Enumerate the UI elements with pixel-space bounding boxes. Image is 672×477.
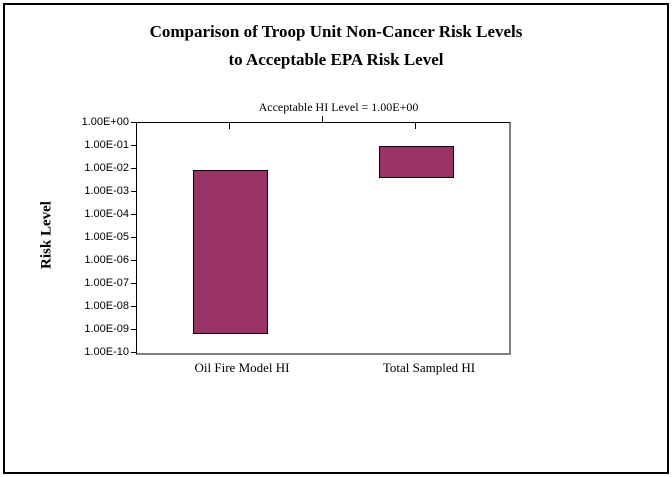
bar-oil-fire-model-hi	[192, 170, 268, 334]
y-tick-mark	[131, 352, 137, 353]
bar-total-sampled-hi	[378, 146, 454, 179]
y-tick-label: 1.00E-07	[84, 277, 129, 289]
x-category-label: Total Sampled HI	[382, 360, 476, 375]
chart-title-line1: Comparison of Troop Unit Non-Cancer Risk…	[149, 22, 523, 41]
y-tick-label: 1.00E-06	[84, 254, 129, 266]
y-tick-label: 1.00E-04	[84, 208, 129, 220]
y-tick-mark	[131, 329, 137, 330]
category-axis-boundary-tick	[322, 116, 323, 123]
y-tick-mark	[131, 168, 137, 169]
x-category-label: Oil Fire Model HI	[194, 360, 290, 375]
y-tick-mark	[131, 122, 137, 123]
category-axis-tick	[415, 123, 416, 129]
category-axis-tick	[229, 123, 230, 129]
y-tick-mark	[131, 214, 137, 215]
y-tick-label: 1.00E-10	[84, 346, 129, 358]
y-tick-mark	[131, 260, 137, 261]
y-tick-label: 1.00E+00	[81, 116, 129, 128]
y-tick-mark	[131, 191, 137, 192]
y-tick-mark	[131, 283, 137, 284]
y-tick-label: 1.00E-05	[84, 231, 129, 243]
y-tick-label: 1.00E-09	[84, 323, 129, 335]
y-tick-label: 1.00E-01	[84, 139, 129, 151]
y-tick-label: 1.00E-03	[84, 185, 129, 197]
plot-area	[136, 122, 511, 355]
y-tick-mark	[131, 145, 137, 146]
y-tick-label: 1.00E-08	[84, 300, 129, 312]
chart-title-line2: to Acceptable EPA Risk Level	[228, 50, 444, 69]
y-tick-label: 1.00E-02	[84, 162, 129, 174]
y-tick-mark	[131, 306, 137, 307]
acceptable-level-annotation: Acceptable HI Level = 1.00E+00	[258, 100, 419, 114]
chart-title: Comparison of Troop Unit Non-Cancer Risk…	[0, 18, 672, 74]
y-tick-mark	[131, 237, 137, 238]
